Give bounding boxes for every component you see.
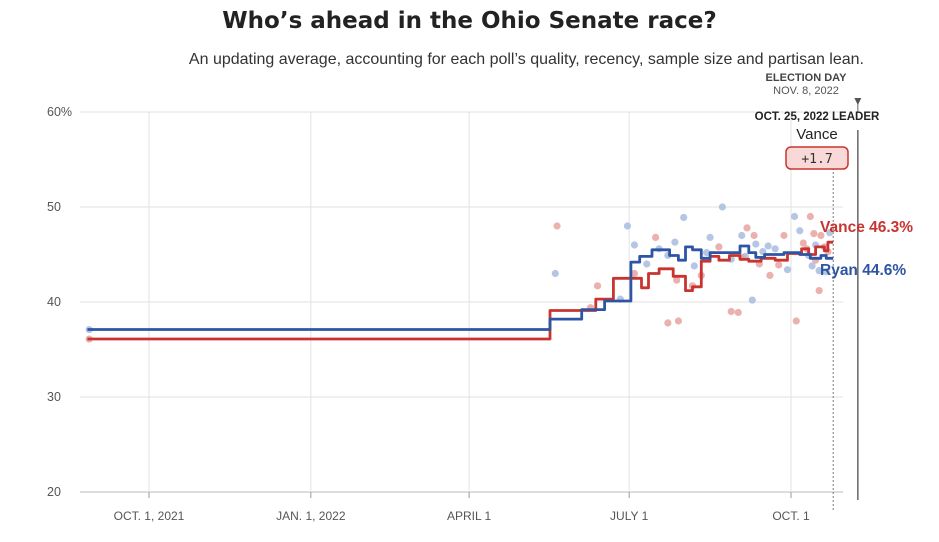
vance-poll-dot: [553, 222, 561, 230]
leader-margin: +1.7: [801, 152, 832, 167]
y-tick-label: 40: [47, 295, 61, 309]
y-tick-label: 30: [47, 390, 61, 404]
ryan-poll-dot: [771, 245, 779, 253]
ryan-poll-dot: [826, 229, 834, 237]
ryan-poll-dot: [706, 233, 714, 241]
vance-poll-dot: [630, 269, 639, 278]
ryan-poll-dot: [764, 242, 772, 250]
vance-poll-dot: [743, 224, 751, 232]
vance-poll-dot: [792, 317, 800, 325]
election-day-date: NOV. 8, 2022: [773, 85, 839, 97]
x-tick-label: JAN. 1, 2022: [276, 509, 346, 523]
leader-name: Vance: [796, 126, 837, 143]
ryan-poll-dot: [822, 268, 830, 276]
election-day-marker: [854, 98, 862, 105]
election-day-label: ELECTION DAY: [766, 72, 848, 84]
ryan-poll-dot: [630, 241, 639, 249]
vance-poll-dot: [674, 317, 683, 325]
end-labels: Vance 46.3% Ryan 44.6%: [820, 219, 913, 279]
vance-poll-dot: [775, 261, 783, 269]
ryan-end-label: Ryan 44.6%: [820, 262, 906, 279]
vance-poll-dot: [651, 233, 660, 241]
ryan-poll-dot: [815, 267, 823, 275]
x-tick-label: JULY 1: [610, 509, 649, 523]
leader-date-label: OCT. 25, 2022 LEADER: [755, 111, 880, 123]
ryan-poll-dot: [718, 203, 727, 211]
ryan-average-line: [87, 244, 834, 331]
vance-poll-dot: [799, 239, 807, 247]
x-tick-label: APRIL 1: [447, 509, 492, 523]
vance-poll-dot: [806, 212, 814, 221]
x-axis: OCT. 1, 2021 JAN. 1, 2022 APRIL 1 JULY 1 OCT…: [114, 509, 810, 523]
ryan-poll-dot: [671, 238, 679, 246]
vance-end-label: Vance 46.3%: [820, 219, 913, 236]
annotations: ELECTION DAY NOV. 8, 2022 OCT. 25, 2022 …: [755, 72, 880, 170]
ryan-poll-dot: [702, 249, 711, 257]
average-lines: [87, 240, 834, 341]
vance-poll-dot: [817, 231, 825, 240]
ryan-poll-dot: [790, 212, 799, 221]
leader-margin-badge: [785, 146, 849, 170]
vance-poll-dot: [673, 276, 681, 284]
chart-title: Who’s ahead in the Ohio Senate race?: [222, 8, 717, 34]
y-axis: 60% 50 40 30 20: [47, 105, 72, 499]
y-tick-label: 20: [47, 485, 61, 499]
ryan-poll-dot: [643, 260, 651, 268]
ryan-poll-dot: [623, 222, 632, 230]
x-tick-label: OCT. 1, 2021: [114, 509, 185, 523]
ryan-poll-dot: [752, 240, 760, 248]
ryan-poll-dot: [796, 227, 804, 235]
vance-poll-dot: [766, 271, 774, 279]
gridlines: [80, 98, 862, 510]
vance-poll-dot: [815, 287, 823, 295]
ryan-poll-dot: [738, 231, 746, 240]
x-tick-label: OCT. 1: [772, 509, 810, 523]
vance-average-line: [87, 240, 834, 341]
ryan-poll-dot: [551, 269, 559, 278]
vance-poll-dot: [750, 231, 758, 240]
ryan-poll-dot: [748, 296, 756, 304]
vance-poll-dot: [593, 282, 602, 290]
vance-poll-dot: [810, 230, 818, 238]
vance-poll-dot: [715, 243, 723, 251]
poll-dots: [85, 203, 834, 343]
vance-poll-dot: [727, 307, 735, 316]
ryan-poll-dot: [680, 213, 688, 222]
ryan-poll-dot: [783, 266, 792, 274]
chart-subtitle: An updating average, accounting for each…: [188, 51, 864, 68]
vance-poll-dot: [780, 231, 788, 240]
vance-poll-dot: [664, 319, 672, 327]
y-tick-label: 50: [47, 200, 61, 214]
y-tick-label: 60%: [47, 105, 72, 119]
ryan-poll-dot: [690, 262, 698, 270]
vance-poll-dot: [734, 308, 742, 317]
ryan-poll-dot: [808, 262, 816, 270]
